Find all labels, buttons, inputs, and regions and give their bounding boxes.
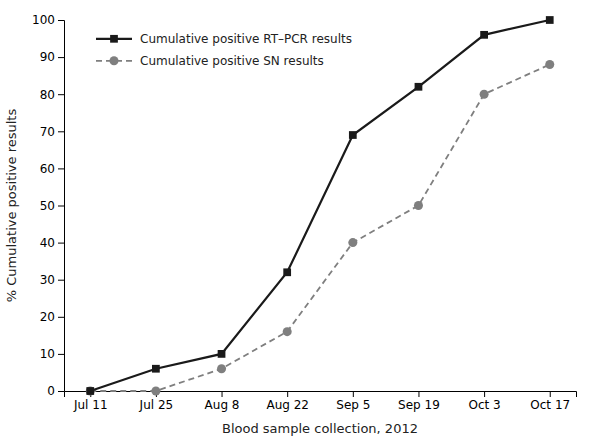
y-tick: 90 xyxy=(40,50,64,64)
y-tick: 70 xyxy=(40,125,64,139)
x-tick-mark xyxy=(484,391,485,397)
x-tick-label: Aug 8 xyxy=(205,398,240,412)
y-tick-mark xyxy=(58,168,64,169)
legend-item: Cumulative positive SN results xyxy=(96,54,324,68)
x-tick-mark xyxy=(418,391,419,397)
x-tick: Aug 22 xyxy=(266,391,309,412)
y-tick: 0 xyxy=(47,384,64,398)
marks xyxy=(86,16,555,395)
x-tick-mark xyxy=(222,391,223,397)
y-tick-mark xyxy=(58,206,64,207)
y-tick-label: 50 xyxy=(40,199,55,213)
legend-marker xyxy=(110,35,118,43)
series xyxy=(86,60,555,396)
point xyxy=(152,365,160,373)
point xyxy=(349,131,357,139)
y-tick-label: 60 xyxy=(40,162,55,176)
y-axis: 0 10 20 30 40 50 60 70 80 90 100 xyxy=(32,13,64,398)
x-tick-label: Sep 5 xyxy=(336,398,370,412)
y-tick-mark xyxy=(58,391,64,392)
x-tick-label: Jul 25 xyxy=(139,398,174,412)
point xyxy=(283,327,292,336)
y-tick: 30 xyxy=(40,273,64,287)
x-axis: Jul 11 Jul 25 Aug 8 Aug 22 Sep 5 Sep 19 Oct 3 O… xyxy=(65,391,577,412)
x-tick: Sep 5 xyxy=(336,391,370,412)
y-tick: 50 xyxy=(40,199,64,213)
y-tick: 100 xyxy=(32,13,64,27)
legend: Cumulative positive RT–PCR results Cumula… xyxy=(96,32,352,68)
y-tick-label: 90 xyxy=(40,50,55,64)
y-tick-label: 100 xyxy=(32,13,55,27)
point xyxy=(414,201,423,210)
x-axis-title: Blood sample collection, 2012 xyxy=(222,421,418,436)
y-tick-mark xyxy=(58,20,64,21)
point xyxy=(86,387,94,395)
y-tick-mark xyxy=(58,354,64,355)
x-tick-label: Sep 19 xyxy=(398,398,440,412)
x-tick-label: Jul 11 xyxy=(73,398,108,412)
point xyxy=(546,16,554,24)
x-tick: Oct 17 xyxy=(530,391,570,412)
series xyxy=(86,16,553,395)
y-tick: 60 xyxy=(40,162,64,176)
x-axis-line xyxy=(65,392,577,398)
legend-label: Cumulative positive RT–PCR results xyxy=(140,32,352,46)
x-tick-label: Aug 22 xyxy=(266,398,309,412)
chart: Jul 11 Jul 25 Aug 8 Aug 22 Sep 5 Sep 19 Oct 3 O… xyxy=(0,0,600,443)
x-tick-mark xyxy=(550,391,551,397)
point xyxy=(348,238,357,247)
y-tick-mark xyxy=(58,317,64,318)
x-tick: Oct 3 xyxy=(469,391,501,412)
line xyxy=(90,65,549,391)
y-tick-label: 10 xyxy=(40,347,55,361)
y-tick: 80 xyxy=(40,88,64,102)
y-tick-label: 20 xyxy=(40,310,55,324)
y-tick-label: 80 xyxy=(40,88,55,102)
point xyxy=(415,83,423,91)
point xyxy=(480,31,488,39)
legend-item: Cumulative positive RT–PCR results xyxy=(96,32,352,46)
y-tick-label: 0 xyxy=(47,384,55,398)
point xyxy=(480,90,489,99)
x-tick-mark xyxy=(287,391,288,397)
y-tick-mark xyxy=(58,94,64,95)
y-tick: 10 xyxy=(40,347,64,361)
y-tick-mark xyxy=(58,131,64,132)
point xyxy=(217,364,226,373)
y-axis-title: % Cumulative positive results xyxy=(4,109,19,303)
y-tick-label: 30 xyxy=(40,273,55,287)
point xyxy=(218,350,226,358)
y-tick: 20 xyxy=(40,310,64,324)
x-tick-mark xyxy=(353,391,354,397)
y-tick-label: 70 xyxy=(40,125,55,139)
point xyxy=(283,268,291,276)
x-tick-label: Oct 17 xyxy=(530,398,570,412)
legend-marker xyxy=(109,56,118,65)
x-tick-label: Oct 3 xyxy=(469,398,501,412)
line xyxy=(90,20,549,391)
x-tick: Sep 19 xyxy=(398,391,440,412)
y-axis-line xyxy=(58,21,65,392)
point xyxy=(86,386,95,395)
y-tick-mark xyxy=(58,280,64,281)
y-tick-label: 40 xyxy=(40,236,55,250)
y-tick-mark xyxy=(58,57,64,58)
point xyxy=(545,60,554,69)
point xyxy=(151,386,160,395)
y-tick: 40 xyxy=(40,236,64,250)
legend-label: Cumulative positive SN results xyxy=(140,54,324,68)
y-tick-mark xyxy=(58,243,64,244)
plot: Jul 11 Jul 25 Aug 8 Aug 22 Sep 5 Sep 19 Oct 3 O… xyxy=(32,13,576,411)
x-tick: Aug 8 xyxy=(205,391,240,412)
